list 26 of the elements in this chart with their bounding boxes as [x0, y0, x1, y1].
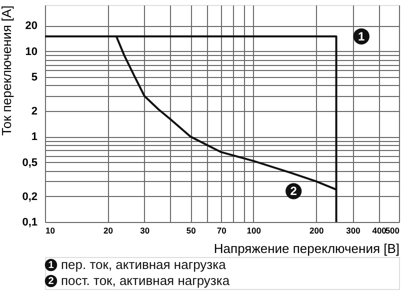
annotation: 2 [290, 184, 298, 198]
x-tick-label: 30 [140, 226, 150, 236]
y-axis-title: Ток переключения [A] [0, 6, 14, 136]
y-tick-label: 2 [31, 106, 38, 118]
x-axis-title: Напряжение переключения [В] [214, 241, 400, 256]
y-tick-label: 0,5 [22, 156, 38, 169]
x-tick-label: 70 [216, 226, 227, 236]
x-tick-label: 10 [46, 226, 56, 236]
text: 2 [48, 276, 54, 287]
x-tick-label: 50 [186, 226, 196, 236]
y-tick-label: 10 [25, 46, 38, 58]
x-tick-label: 500 [385, 226, 400, 236]
text: 1 [48, 260, 54, 271]
x-tick-label: 400 [372, 226, 387, 236]
legend-label: пост. ток, активная нагрузка [61, 273, 230, 288]
y-tick-label: 0,2 [22, 190, 38, 203]
x-tick-label: 200 [309, 226, 324, 236]
x-tick-label: 300 [346, 226, 361, 236]
x-tick-label: 20 [103, 226, 114, 236]
y-tick-label: 20 [25, 20, 38, 32]
y-tick-label: 5 [31, 72, 38, 84]
x-tick-label: 100 [246, 226, 262, 236]
legend-label: пер. ток, активная нагрузка [61, 257, 227, 272]
y-tick-label: 0,1 [22, 216, 38, 228]
annotation: 1 [358, 29, 366, 44]
y-tick-label: 1 [31, 131, 38, 144]
